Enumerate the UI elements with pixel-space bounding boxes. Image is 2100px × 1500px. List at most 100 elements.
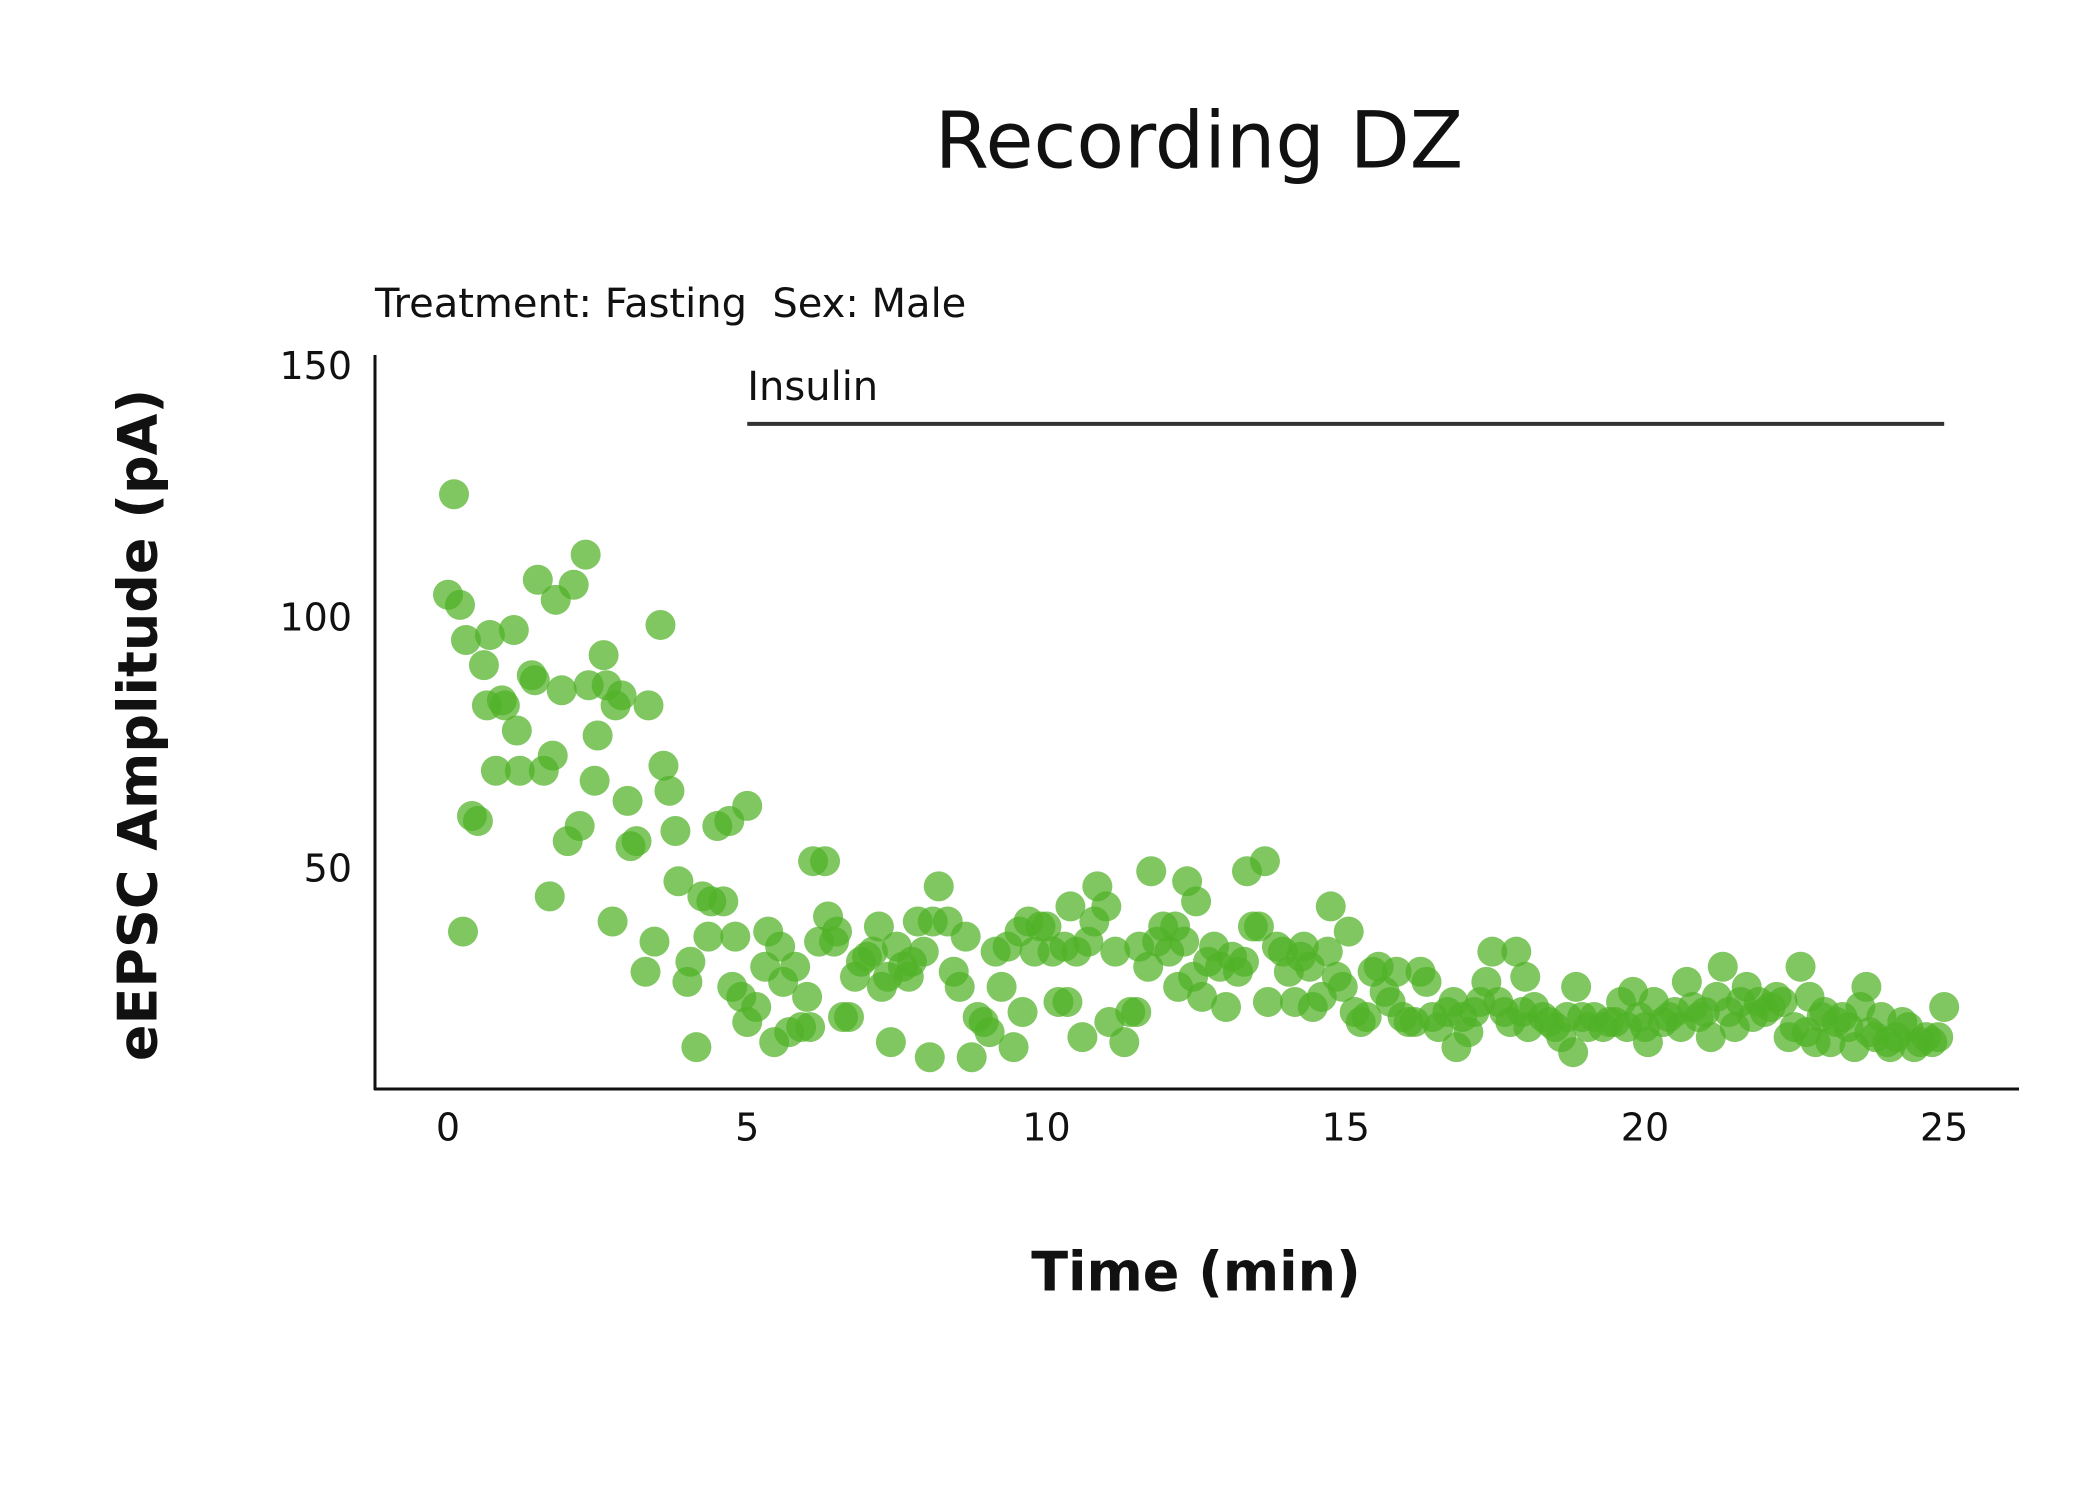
scatter-point <box>537 740 568 771</box>
scatter-point <box>462 805 493 836</box>
scatter-point <box>1136 856 1167 887</box>
scatter-point <box>645 609 676 640</box>
scatter-point <box>1249 846 1280 877</box>
scatter-point <box>732 790 763 821</box>
scatter-point <box>986 971 1017 1002</box>
scatter-point <box>863 911 894 942</box>
scatter-point <box>582 720 613 751</box>
scatter-point <box>681 1032 712 1063</box>
y-axis-label: eEPSC Amplitude (pA) <box>107 389 170 1061</box>
scatter-point <box>914 1042 945 1073</box>
scatter-point <box>1055 891 1086 922</box>
scatter-point <box>519 665 550 696</box>
scatter-point <box>1211 991 1242 1022</box>
scatter-point <box>639 926 670 957</box>
scatter-point <box>438 479 469 510</box>
scatter-point <box>1181 886 1212 917</box>
scatter-point <box>621 826 652 857</box>
scatter-point <box>944 971 975 1002</box>
scatter-point <box>480 755 511 786</box>
scatter-point <box>447 916 478 947</box>
scatter-point <box>1109 1027 1140 1058</box>
scatter-point <box>720 921 751 952</box>
scatter-point <box>579 765 610 796</box>
y-tick-label: 100 <box>279 595 352 639</box>
scatter-point <box>1767 986 1798 1017</box>
scatter-point <box>597 906 628 937</box>
scatter-point <box>1031 911 1062 942</box>
x-tick-label: 15 <box>1322 1106 1370 1150</box>
scatter-point <box>1351 1002 1382 1033</box>
scatter-point <box>648 750 679 781</box>
scatter-point <box>675 946 706 977</box>
scatter-point <box>708 886 739 917</box>
scatter-point <box>857 936 888 967</box>
scatter-point <box>1121 996 1152 1027</box>
scatter-point <box>822 916 853 947</box>
scatter-point <box>468 650 499 681</box>
scatter-point <box>1169 926 1200 957</box>
y-tick-label: 150 <box>279 344 352 388</box>
chart-subtitle: Treatment: Fasting Sex: Male <box>374 281 966 327</box>
scatter-point <box>1785 951 1816 982</box>
scatter-point <box>693 921 724 952</box>
scatter-point <box>450 625 481 656</box>
scatter-point <box>780 951 811 982</box>
scatter-point <box>1333 916 1364 947</box>
scatter-point <box>1851 971 1882 1002</box>
scatter-point <box>1327 971 1358 1002</box>
scatter-point <box>444 589 475 620</box>
scatter-point <box>522 564 553 595</box>
scatter-point <box>1187 981 1218 1012</box>
scatter-point <box>504 755 535 786</box>
scatter-point <box>810 846 841 877</box>
scatter-point <box>1007 996 1038 1027</box>
y-tick-label: 50 <box>304 847 352 891</box>
x-tick-label: 5 <box>735 1106 759 1150</box>
scatter-point <box>1477 936 1508 967</box>
scatter-point <box>1133 951 1164 982</box>
x-tick-label: 25 <box>1920 1106 1968 1150</box>
scatter-point <box>792 981 823 1012</box>
scatter-point <box>1067 1022 1098 1053</box>
scatter-point <box>558 569 589 600</box>
x-tick-label: 10 <box>1022 1106 1070 1150</box>
scatter-point <box>1501 936 1532 967</box>
x-axis-label: Time (min) <box>1031 1241 1361 1304</box>
scatter-point <box>1695 1022 1726 1053</box>
scatter-point <box>660 816 691 847</box>
scatter-point <box>1671 966 1702 997</box>
scatter-point <box>501 715 532 746</box>
scatter-point <box>570 539 601 570</box>
scatter-point <box>998 1032 1029 1063</box>
scatter-point <box>875 1027 906 1058</box>
scatter-point <box>1558 1037 1589 1068</box>
scatter-point <box>956 1042 987 1073</box>
scatter-point <box>654 775 685 806</box>
scatter-point <box>1929 991 1960 1022</box>
scatter-point <box>1228 946 1259 977</box>
scatter-point <box>1381 956 1412 987</box>
scatter-point <box>1707 951 1738 982</box>
x-tick-label: 0 <box>436 1106 460 1150</box>
scatter-point <box>833 1002 864 1033</box>
scatter-point <box>663 866 694 897</box>
scatter-point <box>795 1012 826 1043</box>
scatter-point <box>546 675 577 706</box>
scatter-point <box>633 690 664 721</box>
scatter-point <box>630 956 661 987</box>
scatter-point <box>1510 961 1541 992</box>
scatter-point <box>606 680 637 711</box>
scatter-point <box>612 785 643 816</box>
scatter-point <box>1315 891 1346 922</box>
scatter-point <box>1561 971 1592 1002</box>
scatter-point <box>741 991 772 1022</box>
scatter-point <box>1312 936 1343 967</box>
scatter-point <box>1100 936 1131 967</box>
scatter-point <box>489 690 520 721</box>
scatter-point <box>974 1017 1005 1048</box>
annotation-label: Insulin <box>747 364 878 410</box>
scatter-point <box>1252 986 1283 1017</box>
scatter-point <box>950 921 981 952</box>
